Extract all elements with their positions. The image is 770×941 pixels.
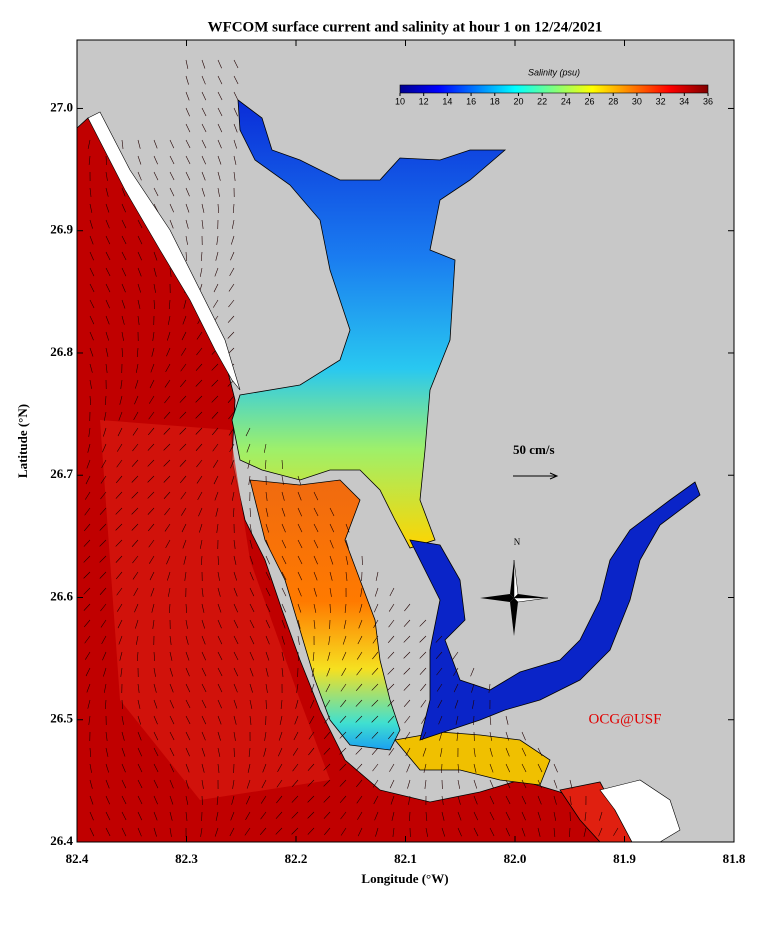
colorbar-tick-label: 20 xyxy=(513,96,523,106)
x-tick-label: 81.9 xyxy=(613,851,636,866)
colorbar-tick-label: 34 xyxy=(679,96,689,106)
x-tick-label: 82.3 xyxy=(175,851,198,866)
compass-label: N xyxy=(514,537,521,547)
colorbar-tick-label: 24 xyxy=(561,96,571,106)
colorbar-tick-label: 36 xyxy=(703,96,713,106)
x-tick-label: 82.1 xyxy=(394,851,417,866)
x-tick-label: 82.2 xyxy=(285,851,308,866)
y-tick-label: 26.5 xyxy=(50,711,73,726)
y-tick-label: 26.4 xyxy=(50,833,73,848)
x-tick-label: 82.0 xyxy=(504,851,527,866)
y-tick-label: 26.8 xyxy=(50,344,73,359)
colorbar xyxy=(400,85,708,93)
y-tick-label: 27.0 xyxy=(50,99,73,114)
x-axis-label: Longitude (°W) xyxy=(361,871,448,886)
y-tick-label: 26.6 xyxy=(50,588,73,603)
colorbar-tick-label: 12 xyxy=(419,96,429,106)
scale-label: 50 cm/s xyxy=(513,442,555,457)
y-tick-label: 26.9 xyxy=(50,222,73,237)
credit: OCG@USF xyxy=(588,711,661,727)
colorbar-tick-label: 14 xyxy=(442,96,452,106)
map-title: WFCOM surface current and salinity at ho… xyxy=(208,19,603,35)
colorbar-tick-label: 32 xyxy=(656,96,666,106)
x-tick-label: 82.4 xyxy=(66,851,89,866)
colorbar-tick-label: 18 xyxy=(490,96,500,106)
colorbar-label: Salinity (psu) xyxy=(528,67,580,77)
colorbar-tick-label: 30 xyxy=(632,96,642,106)
colorbar-tick-label: 16 xyxy=(466,96,476,106)
colorbar-tick-label: 10 xyxy=(395,96,405,106)
x-tick-label: 81.8 xyxy=(723,851,746,866)
y-tick-label: 26.7 xyxy=(50,466,73,481)
colorbar-tick-label: 26 xyxy=(585,96,595,106)
y-axis-label: Latitude (°N) xyxy=(15,404,30,478)
colorbar-tick-label: 22 xyxy=(537,96,547,106)
colorbar-tick-label: 28 xyxy=(608,96,618,106)
